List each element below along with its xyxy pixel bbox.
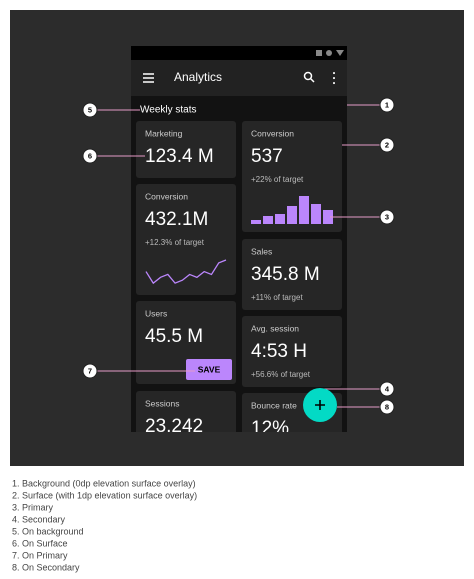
app-bar [131, 60, 347, 96]
callout-marker [379, 381, 395, 397]
bar [287, 206, 297, 224]
callout-marker [82, 148, 98, 164]
legend-item: 3. Primary [12, 502, 54, 512]
bar [299, 196, 309, 224]
card [136, 391, 236, 432]
callout-lines [97, 104, 380, 408]
callout-number: 8 [385, 402, 389, 411]
legend-item: 7. On Primary [12, 550, 68, 560]
callout-number: 3 [385, 212, 389, 221]
search-icon [309, 77, 315, 83]
callout-number: 1 [385, 100, 389, 109]
menu-icon[interactable] [143, 73, 154, 83]
callout-marker [379, 137, 395, 153]
legend-item: 4. Secondary [12, 514, 66, 524]
bar [251, 220, 261, 224]
callout-marker [379, 399, 395, 415]
phone: Analytics Weekly stats Marketing 123.4 M C… [131, 46, 347, 439]
legend-item: 1. Background (0dp elevation surface ove… [12, 478, 196, 488]
card-label: Conversion [251, 128, 294, 138]
callout-number: 4 [385, 384, 390, 393]
card-subtitle: +12.3% of target [145, 238, 205, 247]
legend-item: 5. On background [12, 526, 84, 536]
card-label: Bounce rate [251, 400, 297, 410]
save-button-label: SAVE [198, 364, 221, 374]
card [136, 121, 236, 178]
status-bar [131, 46, 347, 60]
callout-number: 6 [88, 151, 92, 160]
card [242, 316, 342, 387]
search-icon[interactable] [303, 71, 313, 81]
card-subtitle: +22% of target [251, 175, 304, 184]
legend-item: 6. On Surface [12, 538, 68, 548]
card-label: Sessions [145, 398, 180, 408]
bar [263, 216, 273, 224]
card-subtitle: +56.6% of target [251, 370, 311, 379]
callout-number: 7 [88, 366, 92, 375]
card-label: Marketing [145, 128, 183, 138]
legend-item: 2. Surface (with 1dp elevation surface o… [12, 490, 197, 500]
card-value: 12% [251, 418, 289, 439]
card [242, 239, 342, 310]
card-value: 4:53 H [251, 341, 307, 362]
card-value: 432.1M [145, 209, 208, 230]
card [136, 184, 236, 295]
card-label: Sales [251, 246, 272, 256]
card-value: 537 [251, 146, 283, 167]
callout-number: 5 [88, 105, 92, 114]
bar [323, 210, 333, 224]
fab-icon [315, 400, 325, 410]
legend-item: 8. On Secondary [12, 562, 80, 572]
status-icon [326, 50, 332, 56]
app-title: Analytics [174, 70, 222, 84]
card-value: 23,242 [145, 416, 203, 437]
sparkline [145, 259, 227, 285]
callout-marker [379, 97, 395, 113]
callout-marker [379, 209, 395, 225]
callout-number: 2 [385, 140, 389, 149]
section-title: Weekly stats [140, 105, 197, 116]
card-subtitle: +11% of target [251, 293, 303, 302]
callout-marker [82, 363, 98, 379]
card-value: 45.5 M [145, 326, 203, 347]
card-value: 345.8 M [251, 264, 320, 285]
callout-marker [82, 102, 98, 118]
save-button[interactable] [186, 359, 232, 380]
bar [275, 214, 285, 224]
card-label: Users [145, 308, 167, 318]
bar [311, 204, 321, 224]
status-icon [336, 50, 344, 56]
card-label: Conversion [145, 191, 188, 201]
card-label: Avg. session [251, 323, 299, 333]
card-value: 123.4 M [145, 146, 214, 167]
status-icon [316, 50, 322, 56]
